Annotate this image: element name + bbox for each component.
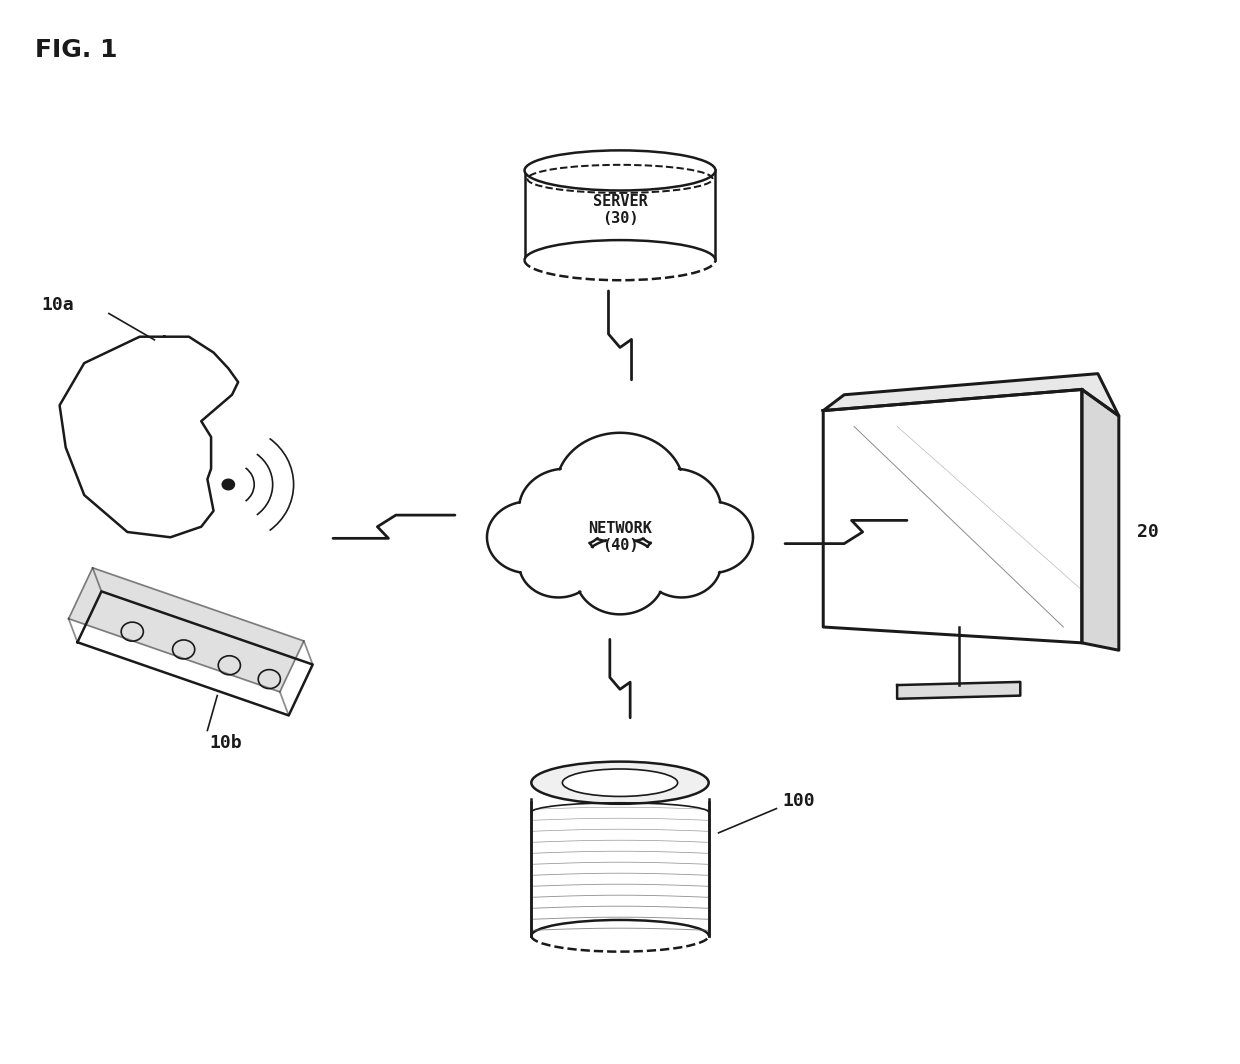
Circle shape [487,501,570,573]
Ellipse shape [525,150,715,190]
Text: 10a: 10a [41,296,73,314]
Circle shape [222,479,234,489]
Polygon shape [68,568,304,692]
Text: FIG. 1: FIG. 1 [35,38,118,62]
Polygon shape [1081,389,1118,650]
Ellipse shape [525,240,715,280]
Text: 20: 20 [1137,523,1159,541]
Text: 100: 100 [782,793,815,810]
Ellipse shape [531,920,709,951]
Polygon shape [897,682,1021,699]
Circle shape [575,538,665,614]
Circle shape [556,433,684,543]
Polygon shape [823,389,1081,643]
Circle shape [642,530,720,598]
Polygon shape [77,592,312,715]
Text: 10b: 10b [210,734,242,752]
FancyBboxPatch shape [525,190,715,280]
Ellipse shape [563,769,677,797]
Circle shape [520,530,598,598]
FancyBboxPatch shape [531,783,709,936]
Circle shape [670,501,753,573]
Polygon shape [823,373,1118,416]
Text: NETWORK
(40): NETWORK (40) [588,521,652,553]
Circle shape [627,468,720,549]
Text: SERVER
(30): SERVER (30) [593,194,647,227]
Circle shape [520,468,613,549]
Ellipse shape [531,762,709,803]
